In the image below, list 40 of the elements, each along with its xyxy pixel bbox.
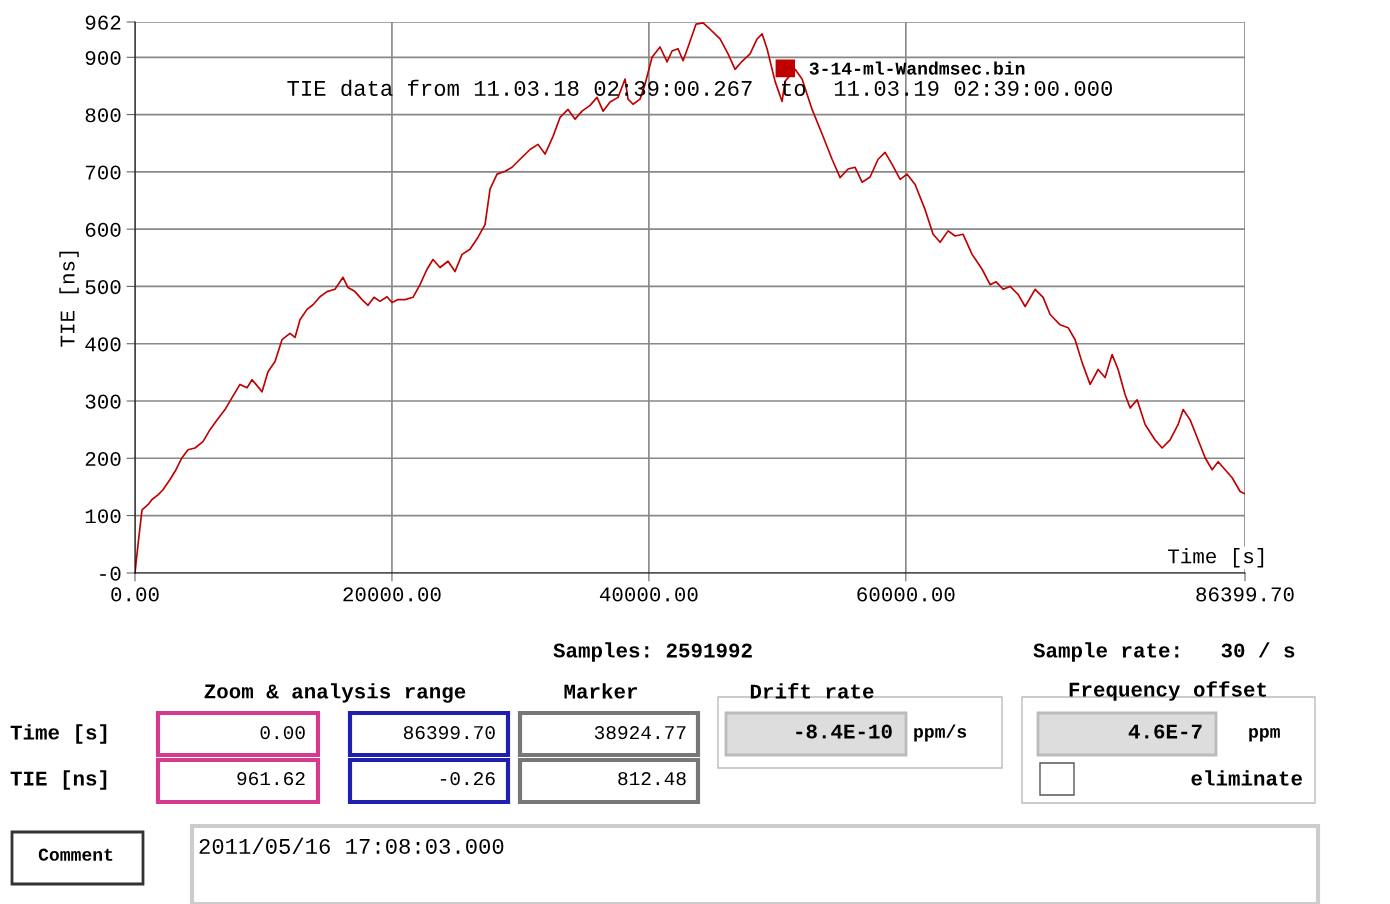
text: Sample rate: 30 / s <box>1033 642 1295 662</box>
x-tick-label: 86399.70 <box>1196 587 1294 602</box>
text: 812.48 <box>618 772 686 786</box>
y-tick-label: 500 <box>85 280 121 295</box>
text: 0.00 <box>260 726 305 740</box>
text: Zoom & analysis range <box>204 683 466 703</box>
text: 38924.77 <box>594 726 686 740</box>
text: 4.6E-7 <box>1128 724 1202 739</box>
y-tick-label: 400 <box>85 337 121 352</box>
text: Marker <box>564 683 637 699</box>
x-tick-label: 20000.00 <box>343 587 441 602</box>
text: Time [s] <box>10 724 107 744</box>
y-tick-label: 900 <box>85 50 121 66</box>
text: 2011/05/16 17:08:03.000 <box>199 837 504 854</box>
y-tick-label: 300 <box>85 394 121 409</box>
x-tick-label: 0.00 <box>111 587 159 602</box>
x-axis-title: Time [s] <box>1168 548 1264 568</box>
legend-label: 3-14-ml-Wandmsec.bin <box>809 61 1025 75</box>
y-tick-label: 700 <box>85 165 121 180</box>
y-tick-label: 800 <box>85 108 121 123</box>
text: 86399.70 <box>403 726 495 740</box>
text: -8.4E-10 <box>796 724 892 739</box>
y-tick-label: 100 <box>85 509 121 524</box>
y-tick-label: 962 <box>85 15 121 30</box>
text: ppm <box>1249 727 1280 742</box>
y-tick-label: 600 <box>85 222 121 237</box>
text: 961.62 <box>237 772 305 786</box>
text: Frequency offset <box>1069 681 1267 701</box>
y-tick-label: -0 <box>100 566 121 581</box>
x-tick-label: 60000.00 <box>857 587 955 602</box>
text: Drift rate <box>750 682 874 699</box>
y-axis-title: TIE [ns] <box>59 251 79 347</box>
text: Comment <box>38 848 113 861</box>
text: -0.26 <box>440 772 495 786</box>
x-tick-label: 40000.00 <box>599 587 698 602</box>
y-tick-label: 200 <box>85 451 121 467</box>
text: TIE [ns] <box>10 770 107 790</box>
text: Samples: 2591992 <box>553 642 752 662</box>
text: ppm/s <box>914 724 967 742</box>
text: eliminate <box>1191 770 1302 786</box>
